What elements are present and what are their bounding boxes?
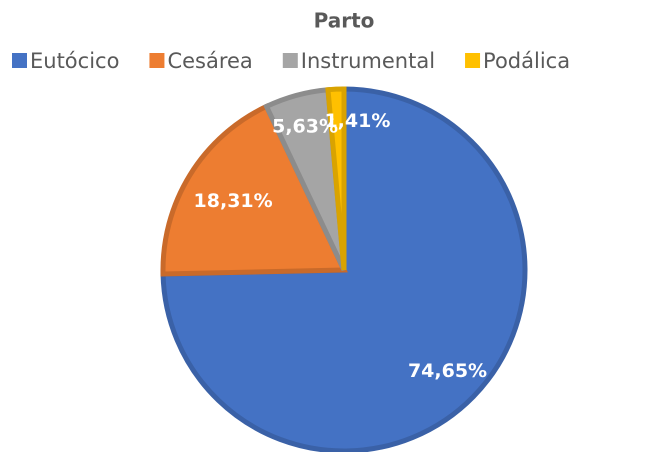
legend-label: Eutócico bbox=[30, 49, 119, 73]
legend-label: Podálica bbox=[483, 49, 570, 73]
legend-label: Cesárea bbox=[167, 49, 252, 73]
legend-swatch bbox=[149, 53, 165, 68]
legend-label: Instrumental bbox=[301, 49, 435, 73]
legend-swatch bbox=[465, 53, 481, 68]
pie-slice bbox=[160, 103, 348, 277]
pie-slice bbox=[160, 86, 528, 452]
data-label: 74,65% bbox=[408, 360, 487, 382]
chart-title: Parto bbox=[314, 9, 375, 33]
legend-swatch bbox=[12, 53, 27, 68]
data-label: 5,63% bbox=[272, 115, 338, 137]
pie-slice bbox=[325, 86, 347, 271]
legend-swatch bbox=[282, 53, 298, 68]
data-label: 18,31% bbox=[194, 190, 273, 212]
data-label: 1,41% bbox=[324, 110, 390, 132]
